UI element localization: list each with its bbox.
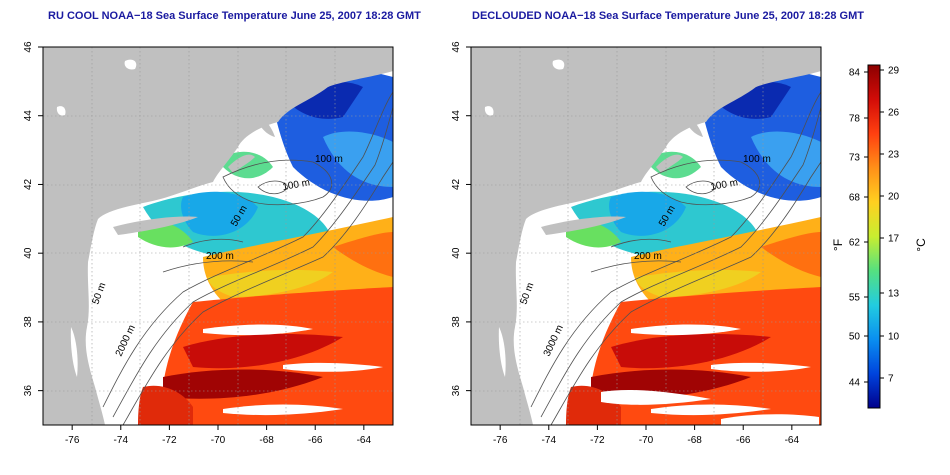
contour-depth-label: 100 m [282, 177, 311, 193]
contour-depth-label: 200 m [634, 251, 662, 262]
lon-tick-label: -64 [357, 435, 372, 446]
celsius-tick-label: 29 [888, 66, 900, 77]
lon-tick-label: -74 [542, 435, 557, 446]
lat-tick-label: 36 [451, 385, 462, 397]
celsius-tick-label: 13 [888, 289, 900, 300]
celsius-unit-label: °C [914, 238, 928, 252]
left-panel-title: RU COOL NOAA−18 Sea Surface Temperature … [48, 10, 421, 22]
lat-tick-label: 46 [23, 41, 34, 53]
lon-tick-label: -68 [259, 435, 274, 446]
temperature-colorbar: 84 78 73 68 62 55 50 44 29 26 23 20 17 13 10 7 °F °C [831, 64, 928, 409]
celsius-tick-label: 20 [888, 192, 900, 203]
lon-tick-label: -74 [114, 435, 129, 446]
fahrenheit-tick-label: 68 [849, 193, 861, 204]
celsius-tick-label: 7 [888, 374, 894, 385]
lat-tick-label: 42 [23, 178, 34, 190]
lat-tick-label: 44 [23, 110, 34, 122]
contour-depth-label: 100 m [710, 177, 739, 193]
lat-tick-label: 42 [451, 178, 462, 190]
lon-tick-label: -66 [736, 435, 751, 446]
lat-tick-label: 40 [23, 247, 34, 259]
fahrenheit-tick-label: 55 [849, 293, 861, 304]
lon-tick-label: -68 [687, 435, 702, 446]
lat-tick-label: 38 [451, 316, 462, 328]
fahrenheit-unit-label: °F [831, 239, 845, 251]
lon-tick-label: -70 [639, 435, 654, 446]
lat-tick-label: 40 [451, 247, 462, 259]
right-panel-title: DECLOUDED NOAA−18 Sea Surface Temperatur… [472, 10, 864, 22]
lon-tick-label: -76 [65, 435, 80, 446]
lon-tick-label: -66 [308, 435, 323, 446]
fahrenheit-tick-label: 78 [849, 114, 861, 125]
lon-tick-label: -64 [785, 435, 800, 446]
celsius-tick-label: 26 [888, 108, 900, 119]
fahrenheit-tick-label: 44 [849, 378, 861, 389]
celsius-tick-label: 10 [888, 332, 900, 343]
fahrenheit-tick-label: 84 [849, 68, 861, 79]
contour-depth-label: 200 m [206, 251, 234, 262]
lat-tick-label: 36 [23, 385, 34, 397]
lon-tick-label: -72 [162, 435, 177, 446]
lat-tick-label: 44 [451, 110, 462, 122]
celsius-tick-label: 23 [888, 150, 900, 161]
lat-tick-label: 46 [451, 41, 462, 53]
fahrenheit-tick-label: 73 [849, 153, 861, 164]
lon-tick-label: -76 [493, 435, 508, 446]
contour-depth-label: 100 m [743, 154, 771, 165]
contour-depth-label: 100 m [315, 154, 343, 165]
fahrenheit-tick-label: 62 [849, 238, 861, 249]
lat-tick-label: 38 [23, 316, 34, 328]
lon-tick-label: -70 [211, 435, 226, 446]
lon-tick-label: -72 [590, 435, 605, 446]
fahrenheit-tick-label: 50 [849, 332, 861, 343]
celsius-tick-label: 17 [888, 234, 900, 245]
